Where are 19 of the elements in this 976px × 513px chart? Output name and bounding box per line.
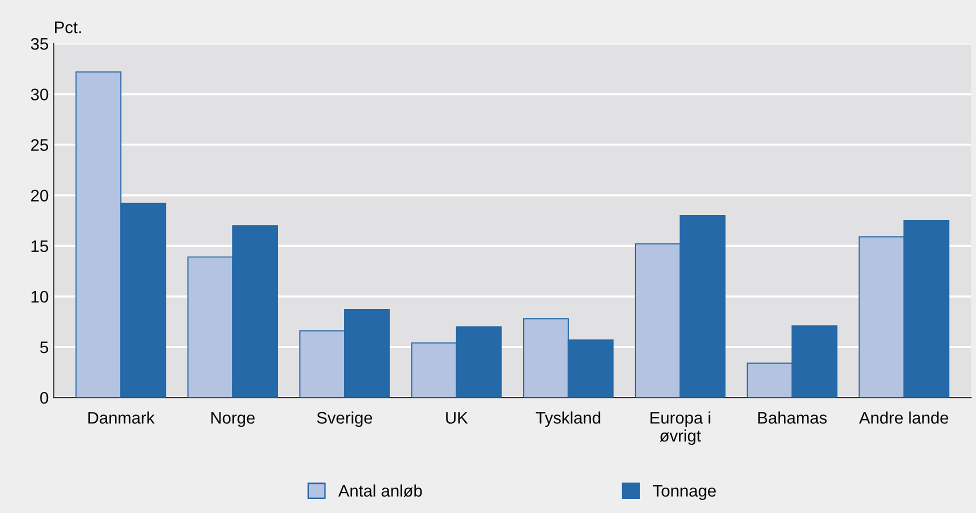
legend-label: Antal anløb: [338, 484, 422, 497]
x-tick-label: Danmark: [88, 411, 155, 424]
x-tick-label: Europa i øvrigt: [650, 411, 710, 445]
y-tick-label: 15: [32, 240, 48, 252]
x-tick-label: UK: [446, 412, 468, 424]
y-tick-label: 35: [30, 38, 48, 50]
y-axis-title: Pct.: [55, 22, 81, 34]
legend-label: Tonnage: [652, 485, 716, 500]
y-tick-label: 0: [40, 392, 48, 404]
x-tick-label: Norge: [211, 412, 255, 427]
y-tick-label: 5: [40, 342, 48, 354]
x-tick-label: Sverige: [317, 411, 372, 427]
y-tick-label: 30: [30, 88, 48, 100]
y-tick-label: 10: [32, 290, 48, 303]
x-tick-label: Bahamas: [758, 411, 827, 424]
y-tick-label: 25: [31, 139, 48, 151]
y-tick-label: 20: [31, 190, 48, 202]
x-tick-label: Tyskland: [536, 411, 600, 427]
x-tick-label: Andre lande: [859, 411, 948, 424]
